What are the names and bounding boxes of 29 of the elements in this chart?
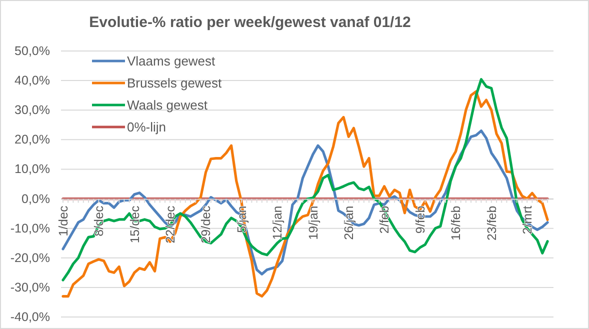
y-tick-label: -40,0%	[10, 310, 50, 324]
chart-title: Evolutie-% ratio per week/gewest vanaf 01/12	[89, 14, 411, 31]
x-tick-label: 22/dec	[163, 206, 178, 244]
y-tick-label: 10,0%	[14, 162, 50, 176]
y-tick-label: -20,0%	[10, 250, 50, 265]
x-tick-label: 1/dec	[56, 206, 70, 236]
y-tick-label: 30,0%	[14, 103, 50, 118]
legend-label: Vlaams gewest	[127, 54, 216, 69]
y-tick-label: -30,0%	[10, 280, 50, 294]
legend-label: Waals gewest	[127, 98, 208, 113]
y-tick-label: 50,0%	[14, 44, 50, 58]
x-tick-label: 15/dec	[128, 206, 142, 244]
x-tick-label: 2/feb	[378, 206, 392, 234]
y-tick-label: 20,0%	[14, 132, 50, 147]
x-tick-label: 19/jan	[306, 206, 320, 240]
x-tick-label: 26/jan	[342, 206, 356, 240]
x-tick-label: 9/feb	[413, 206, 428, 234]
x-tick-label: 8/dec	[92, 206, 106, 236]
x-tick-label: 16/feb	[449, 206, 464, 241]
y-tick-label: 0,0%	[22, 192, 50, 206]
y-tick-label: -10,0%	[10, 221, 50, 236]
legend-label: Brussels gewest	[127, 76, 222, 91]
legend-label: 0%-lijn	[127, 120, 166, 135]
x-tick-label: 23/feb	[484, 206, 499, 241]
x-tick-label: 12/jan	[270, 206, 285, 240]
y-tick-label: 40,0%	[14, 74, 50, 88]
x-tick-label: 29/dec	[199, 206, 214, 244]
x-tick-label: 5/jan	[234, 206, 249, 233]
x-tick-label: 2/mrt	[520, 205, 534, 234]
